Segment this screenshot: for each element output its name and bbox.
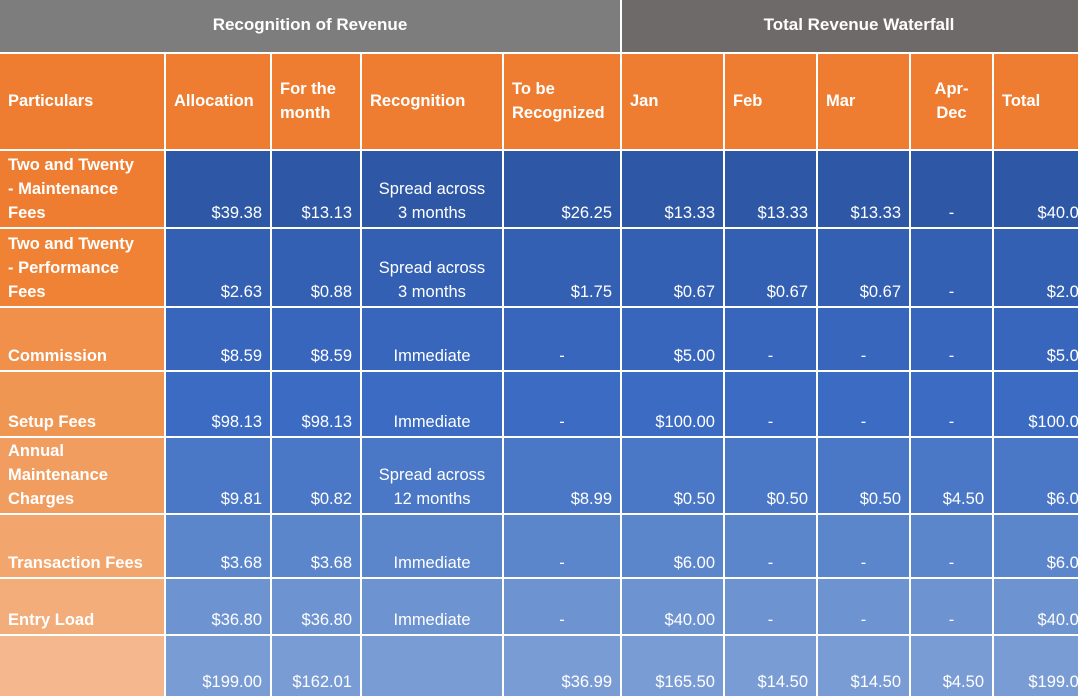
header-apr-dec: Apr- Dec bbox=[911, 54, 992, 149]
total-mar: $14.50 bbox=[818, 636, 909, 696]
cell-recognition: Immediate bbox=[362, 308, 502, 370]
cell-for-month: $0.88 bbox=[272, 229, 360, 306]
cell-total: $6.00 bbox=[994, 515, 1078, 577]
cell-allocation: $39.38 bbox=[166, 151, 270, 227]
cell-for-month: $36.80 bbox=[272, 579, 360, 634]
cell-mar: $0.67 bbox=[818, 229, 909, 306]
header-total: Total bbox=[994, 54, 1078, 149]
cell-apr-dec: - bbox=[911, 151, 992, 227]
cell-allocation: $8.59 bbox=[166, 308, 270, 370]
row-particular: Commission bbox=[0, 308, 164, 370]
cell-for-month: $13.13 bbox=[272, 151, 360, 227]
cell-to-be-recognized: $26.25 bbox=[504, 151, 620, 227]
cell-apr-dec: - bbox=[911, 579, 992, 634]
cell-apr-dec: $4.50 bbox=[911, 438, 992, 513]
cell-to-be-recognized: $8.99 bbox=[504, 438, 620, 513]
cell-mar: $0.50 bbox=[818, 438, 909, 513]
total-jan: $165.50 bbox=[622, 636, 723, 696]
total-apr-dec: $4.50 bbox=[911, 636, 992, 696]
total-allocation: $199.00 bbox=[166, 636, 270, 696]
cell-allocation: $98.13 bbox=[166, 372, 270, 436]
cell-jan: $100.00 bbox=[622, 372, 723, 436]
cell-allocation: $2.63 bbox=[166, 229, 270, 306]
cell-feb: - bbox=[725, 308, 816, 370]
cell-apr-dec: - bbox=[911, 308, 992, 370]
row-particular: Setup Fees bbox=[0, 372, 164, 436]
cell-for-month: $0.82 bbox=[272, 438, 360, 513]
cell-allocation: $36.80 bbox=[166, 579, 270, 634]
cell-apr-dec: - bbox=[911, 229, 992, 306]
cell-jan: $5.00 bbox=[622, 308, 723, 370]
cell-jan: $40.00 bbox=[622, 579, 723, 634]
header-jan: Jan bbox=[622, 54, 723, 149]
cell-recognition: Immediate bbox=[362, 579, 502, 634]
row-particular: Transaction Fees bbox=[0, 515, 164, 577]
cell-total: $6.00 bbox=[994, 438, 1078, 513]
cell-recognition: Spread across 3 months bbox=[362, 229, 502, 306]
cell-apr-dec: - bbox=[911, 515, 992, 577]
row-particular: Annual Maintenance Charges bbox=[0, 438, 164, 513]
cell-jan: $0.67 bbox=[622, 229, 723, 306]
cell-mar: - bbox=[818, 372, 909, 436]
cell-apr-dec: - bbox=[911, 372, 992, 436]
cell-total: $40.00 bbox=[994, 579, 1078, 634]
cell-for-month: $8.59 bbox=[272, 308, 360, 370]
cell-mar: $13.33 bbox=[818, 151, 909, 227]
cell-feb: - bbox=[725, 579, 816, 634]
header-to-be-recognized: To be Recognized bbox=[504, 54, 620, 149]
cell-to-be-recognized: $1.75 bbox=[504, 229, 620, 306]
total-to-be-recognized: $36.99 bbox=[504, 636, 620, 696]
cell-recognition: Immediate bbox=[362, 515, 502, 577]
cell-mar: - bbox=[818, 308, 909, 370]
cell-jan: $6.00 bbox=[622, 515, 723, 577]
header-allocation: Allocation bbox=[166, 54, 270, 149]
header-feb: Feb bbox=[725, 54, 816, 149]
cell-allocation: $9.81 bbox=[166, 438, 270, 513]
cell-feb: $0.67 bbox=[725, 229, 816, 306]
section-recognition-of-revenue: Recognition of Revenue bbox=[0, 0, 620, 52]
cell-total: $5.00 bbox=[994, 308, 1078, 370]
cell-jan: $13.33 bbox=[622, 151, 723, 227]
cell-feb: - bbox=[725, 515, 816, 577]
cell-allocation: $3.68 bbox=[166, 515, 270, 577]
cell-feb: $0.50 bbox=[725, 438, 816, 513]
row-particular: Entry Load bbox=[0, 579, 164, 634]
row-particular: Two and Twenty - Maintenance Fees bbox=[0, 151, 164, 227]
cell-recognition: Immediate bbox=[362, 372, 502, 436]
section-total-revenue-waterfall: Total Revenue Waterfall bbox=[622, 0, 1078, 52]
total-total: $199.00 bbox=[994, 636, 1078, 696]
cell-feb: - bbox=[725, 372, 816, 436]
cell-recognition: Spread across 3 months bbox=[362, 151, 502, 227]
cell-for-month: $3.68 bbox=[272, 515, 360, 577]
cell-total: $100.00 bbox=[994, 372, 1078, 436]
header-mar: Mar bbox=[818, 54, 909, 149]
cell-total: $40.00 bbox=[994, 151, 1078, 227]
cell-total: $2.00 bbox=[994, 229, 1078, 306]
cell-to-be-recognized: - bbox=[504, 515, 620, 577]
header-recognition: Recognition bbox=[362, 54, 502, 149]
total-feb: $14.50 bbox=[725, 636, 816, 696]
header-for-the-month: For the month bbox=[272, 54, 360, 149]
total-recognition bbox=[362, 636, 502, 696]
header-particulars: Particulars bbox=[0, 54, 164, 149]
cell-jan: $0.50 bbox=[622, 438, 723, 513]
total-row-label bbox=[0, 636, 164, 696]
cell-to-be-recognized: - bbox=[504, 372, 620, 436]
cell-feb: $13.33 bbox=[725, 151, 816, 227]
cell-to-be-recognized: - bbox=[504, 308, 620, 370]
cell-mar: - bbox=[818, 579, 909, 634]
cell-for-month: $98.13 bbox=[272, 372, 360, 436]
cell-mar: - bbox=[818, 515, 909, 577]
total-for-month: $162.01 bbox=[272, 636, 360, 696]
cell-recognition: Spread across 12 months bbox=[362, 438, 502, 513]
row-particular: Two and Twenty - Performance Fees bbox=[0, 229, 164, 306]
cell-to-be-recognized: - bbox=[504, 579, 620, 634]
